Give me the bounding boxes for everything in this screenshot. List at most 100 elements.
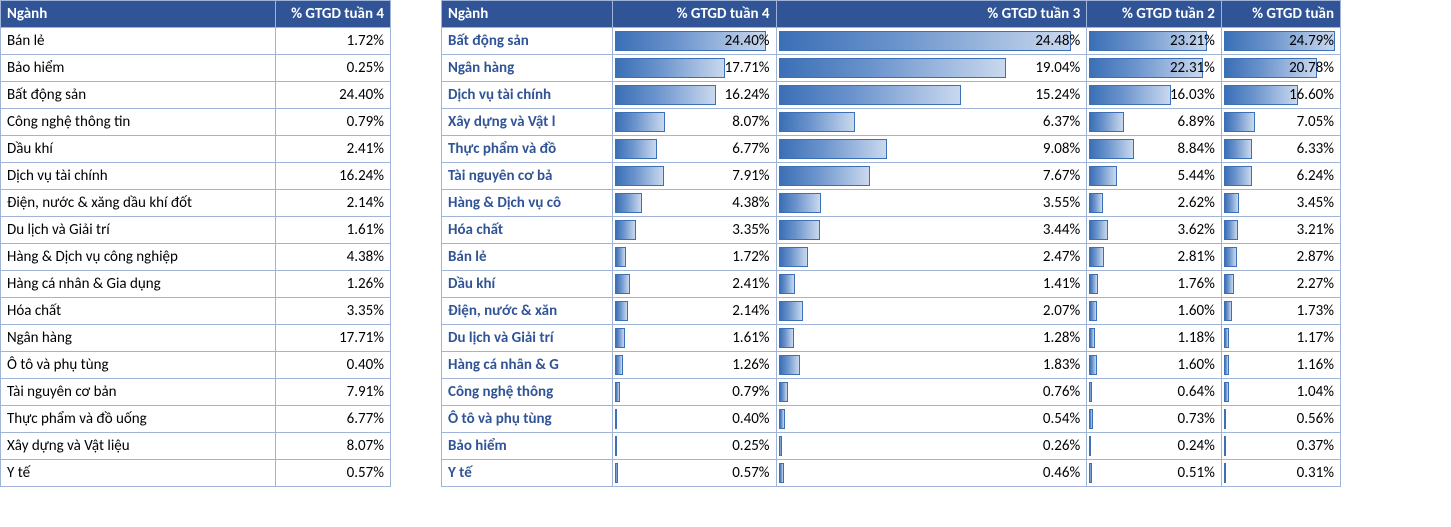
- value-cell: 17.71%: [276, 325, 390, 351]
- value-cell: 2.41%: [613, 271, 776, 297]
- data-bar: [1089, 382, 1092, 402]
- data-bar: [1089, 463, 1092, 483]
- row-label: Bất động sản: [1, 82, 275, 108]
- row-label: Thực phẩm và đồ: [442, 136, 612, 162]
- value-text: 24.79%: [1228, 32, 1334, 50]
- value-cell: 0.57%: [613, 460, 776, 486]
- value-text: 1.73%: [1228, 302, 1334, 320]
- value-text: 0.31%: [1228, 464, 1334, 482]
- value-cell: 1.26%: [613, 352, 776, 378]
- value-cell: 1.60%: [1087, 352, 1221, 378]
- value-cell: 19.04%: [777, 55, 1087, 81]
- table-row: Du lịch và Giải trí1.61%: [1, 217, 391, 244]
- value-text: 0.57%: [619, 464, 770, 482]
- table-row: Du lịch và Giải trí1.61%1.28%1.18%1.17%: [442, 325, 1341, 352]
- value-text: 0.56%: [1228, 410, 1334, 428]
- table-row: Bảo hiểm0.25%0.26%0.24%0.37%: [442, 433, 1341, 460]
- value-text: 8.84%: [1093, 140, 1215, 158]
- value-text: 0.57%: [282, 464, 384, 482]
- row-label: Y tế: [1, 460, 275, 486]
- value-cell: 0.26%: [777, 433, 1087, 459]
- value-cell: 0.24%: [1087, 433, 1221, 459]
- data-bar: [615, 409, 617, 429]
- row-label: Du lịch và Giải trí: [442, 325, 612, 351]
- value-cell: 0.25%: [613, 433, 776, 459]
- value-cell: 0.56%: [1222, 406, 1340, 432]
- value-cell: 24.40%: [613, 28, 776, 54]
- value-cell: 16.24%: [613, 82, 776, 108]
- value-text: 20.78%: [1228, 59, 1334, 77]
- value-cell: 1.28%: [777, 325, 1087, 351]
- table-row: Hóa chất 3.35%: [1, 298, 391, 325]
- data-bar: [615, 463, 619, 483]
- value-text: 0.54%: [783, 410, 1081, 428]
- value-cell: 7.91%: [276, 379, 390, 405]
- value-cell: 2.07%: [777, 298, 1087, 324]
- value-cell: 8.07%: [613, 109, 776, 135]
- value-text: 3.45%: [1228, 194, 1334, 212]
- value-cell: 2.14%: [276, 190, 390, 216]
- value-text: 2.41%: [282, 140, 384, 158]
- value-text: 0.79%: [282, 113, 384, 131]
- value-text: 5.44%: [1093, 167, 1215, 185]
- value-text: 0.64%: [1093, 383, 1215, 401]
- value-text: 19.04%: [783, 59, 1081, 77]
- value-text: 1.26%: [282, 275, 384, 293]
- row-label: Hóa chất: [1, 298, 275, 324]
- value-text: 3.35%: [282, 302, 384, 320]
- value-cell: 3.62%: [1087, 217, 1221, 243]
- value-cell: 23.21%: [1087, 28, 1221, 54]
- row-label: Dầu khí: [442, 271, 612, 297]
- value-cell: 0.37%: [1222, 433, 1340, 459]
- value-text: 0.40%: [282, 356, 384, 374]
- column-header: Ngành: [442, 1, 613, 28]
- value-cell: 1.73%: [1222, 298, 1340, 324]
- value-text: 1.72%: [282, 32, 384, 50]
- value-text: 0.25%: [282, 59, 384, 77]
- value-cell: 16.03%: [1087, 82, 1221, 108]
- value-cell: 1.04%: [1222, 379, 1340, 405]
- value-text: 0.46%: [783, 464, 1081, 482]
- data-bar: [1089, 436, 1091, 456]
- value-cell: 2.41%: [276, 136, 390, 162]
- value-cell: 6.33%: [1222, 136, 1340, 162]
- value-cell: 8.84%: [1087, 136, 1221, 162]
- row-label: Ô tô và phụ tùng: [1, 352, 275, 378]
- value-text: 6.89%: [1093, 113, 1215, 131]
- value-cell: 0.54%: [777, 406, 1087, 432]
- value-text: 24.40%: [619, 32, 770, 50]
- value-text: 7.05%: [1228, 113, 1334, 131]
- row-label: Dịch vụ tài chính: [1, 163, 275, 189]
- data-bar: [615, 436, 617, 456]
- table-row: Dịch vụ tài chính16.24%15.24%16.03%16.60…: [442, 82, 1341, 109]
- value-text: 1.60%: [1093, 356, 1215, 374]
- value-text: 4.38%: [282, 248, 384, 266]
- value-cell: 24.40%: [276, 82, 390, 108]
- value-cell: 6.37%: [777, 109, 1087, 135]
- value-cell: 1.18%: [1087, 325, 1221, 351]
- table-row: Hàng cá nhân & Gia dụng1.26%: [1, 271, 391, 298]
- value-cell: 0.25%: [276, 55, 390, 81]
- value-text: 6.77%: [619, 140, 770, 158]
- value-cell: 2.27%: [1222, 271, 1340, 297]
- value-cell: 24.79%: [1222, 28, 1340, 54]
- value-cell: 6.24%: [1222, 163, 1340, 189]
- value-cell: 7.91%: [613, 163, 776, 189]
- data-bar: [1224, 463, 1226, 483]
- row-label: Ô tô và phụ tùng: [442, 406, 612, 432]
- table-row: Xây dựng và Vật l8.07%6.37%6.89%7.05%: [442, 109, 1341, 136]
- row-label: Hàng cá nhân & G: [442, 352, 612, 378]
- table-row: Y tế 0.57%: [1, 460, 391, 487]
- value-text: 6.24%: [1228, 167, 1334, 185]
- value-cell: 22.31%: [1087, 55, 1221, 81]
- value-text: 8.07%: [282, 437, 384, 455]
- value-cell: 0.57%: [276, 460, 390, 486]
- row-label: Tài nguyên cơ bả: [442, 163, 612, 189]
- table-row: Bán lẻ1.72%: [1, 28, 391, 55]
- value-text: 2.14%: [619, 302, 770, 320]
- value-cell: 1.41%: [777, 271, 1087, 297]
- value-text: 0.25%: [619, 437, 770, 455]
- value-cell: 3.35%: [613, 217, 776, 243]
- row-label: Bán lẻ: [442, 244, 612, 270]
- value-cell: 6.77%: [276, 406, 390, 432]
